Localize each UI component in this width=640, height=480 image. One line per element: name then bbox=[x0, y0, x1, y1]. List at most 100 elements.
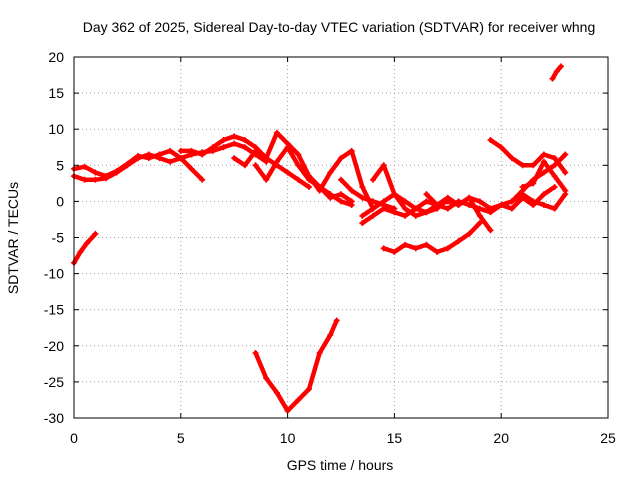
series-line bbox=[253, 145, 354, 204]
data-point bbox=[359, 220, 366, 227]
x-axis-label: GPS time / hours bbox=[287, 457, 394, 473]
data-point bbox=[562, 187, 569, 194]
data-point bbox=[81, 176, 88, 183]
data-point bbox=[209, 144, 216, 151]
data-point bbox=[113, 168, 120, 175]
y-tick-label: 0 bbox=[56, 193, 64, 209]
series-trace-17 bbox=[549, 63, 565, 82]
data-point bbox=[540, 169, 547, 176]
series-line bbox=[509, 191, 568, 211]
data-point bbox=[540, 151, 547, 158]
y-tick-label: -10 bbox=[44, 266, 64, 282]
data-point bbox=[92, 169, 99, 176]
data-point bbox=[444, 245, 451, 252]
data-point bbox=[455, 202, 462, 209]
data-point bbox=[551, 162, 558, 169]
data-point bbox=[498, 144, 505, 151]
x-tick-label: 20 bbox=[493, 430, 509, 446]
data-point bbox=[188, 165, 195, 172]
data-point bbox=[359, 183, 366, 190]
data-point bbox=[316, 187, 323, 194]
data-point bbox=[370, 205, 377, 212]
data-point bbox=[273, 389, 280, 396]
x-tick-label: 5 bbox=[177, 430, 185, 446]
data-point bbox=[476, 198, 483, 205]
data-point bbox=[391, 191, 398, 198]
data-point bbox=[530, 180, 537, 187]
data-point bbox=[508, 198, 515, 205]
data-point bbox=[519, 162, 526, 169]
data-point bbox=[508, 155, 515, 162]
y-tick-label: -5 bbox=[52, 230, 65, 246]
data-point bbox=[466, 230, 473, 237]
data-point bbox=[145, 155, 152, 162]
data-point bbox=[295, 176, 302, 183]
data-point bbox=[540, 202, 547, 209]
data-point bbox=[220, 137, 227, 144]
series-line bbox=[253, 318, 339, 414]
data-point bbox=[135, 152, 142, 159]
data-point bbox=[423, 198, 430, 205]
data-point bbox=[92, 176, 99, 183]
data-point bbox=[241, 162, 248, 169]
data-point bbox=[359, 212, 366, 219]
series-trace-3 bbox=[71, 147, 206, 183]
y-axis-label: SDTVAR / TECUs bbox=[5, 182, 21, 294]
data-point bbox=[231, 155, 238, 162]
data-point bbox=[199, 176, 206, 183]
data-point bbox=[348, 147, 355, 154]
data-point bbox=[103, 173, 110, 180]
data-point bbox=[295, 162, 302, 169]
data-point bbox=[156, 151, 163, 158]
data-point bbox=[273, 129, 280, 136]
data-point bbox=[177, 147, 184, 154]
data-point bbox=[391, 209, 398, 216]
data-point bbox=[540, 191, 547, 198]
data-point bbox=[540, 158, 547, 165]
data-point bbox=[476, 220, 483, 227]
data-point bbox=[83, 240, 90, 247]
data-point bbox=[284, 169, 291, 176]
data-point bbox=[338, 198, 344, 205]
data-point bbox=[81, 163, 88, 170]
data-point bbox=[305, 183, 312, 190]
data-point bbox=[252, 350, 259, 357]
series-line bbox=[381, 220, 483, 255]
data-point bbox=[551, 173, 558, 180]
data-point bbox=[391, 248, 398, 255]
data-point bbox=[348, 187, 355, 194]
data-point bbox=[466, 194, 473, 201]
y-tick-label: 20 bbox=[48, 49, 64, 65]
data-point bbox=[359, 194, 366, 201]
data-point bbox=[167, 147, 174, 154]
data-point bbox=[241, 137, 248, 144]
data-point bbox=[263, 155, 270, 162]
data-point bbox=[402, 205, 409, 212]
data-point bbox=[305, 386, 312, 393]
data-point bbox=[402, 212, 409, 219]
data-point bbox=[177, 155, 184, 162]
data-point bbox=[252, 147, 259, 154]
data-point bbox=[295, 396, 302, 403]
data-point bbox=[348, 198, 355, 205]
data-point bbox=[423, 241, 430, 248]
data-point bbox=[519, 191, 526, 198]
data-point bbox=[562, 169, 569, 176]
data-point bbox=[124, 160, 131, 167]
data-point bbox=[305, 173, 312, 180]
y-tick-label: 5 bbox=[56, 157, 64, 173]
data-point bbox=[444, 198, 451, 205]
y-tick-label: -30 bbox=[44, 410, 64, 426]
data-point bbox=[188, 147, 195, 154]
series-line bbox=[71, 231, 98, 266]
data-point bbox=[562, 151, 569, 158]
series-trace-15 bbox=[508, 191, 569, 212]
data-point bbox=[551, 155, 558, 162]
x-tick-label: 10 bbox=[280, 430, 296, 446]
chart-title: Day 362 of 2025, Sidereal Day-to-day VTE… bbox=[83, 19, 596, 35]
x-tick-label: 25 bbox=[600, 430, 616, 446]
data-point bbox=[231, 140, 238, 147]
data-point bbox=[412, 212, 419, 219]
data-point bbox=[551, 205, 558, 212]
y-tick-label: -25 bbox=[44, 374, 64, 390]
